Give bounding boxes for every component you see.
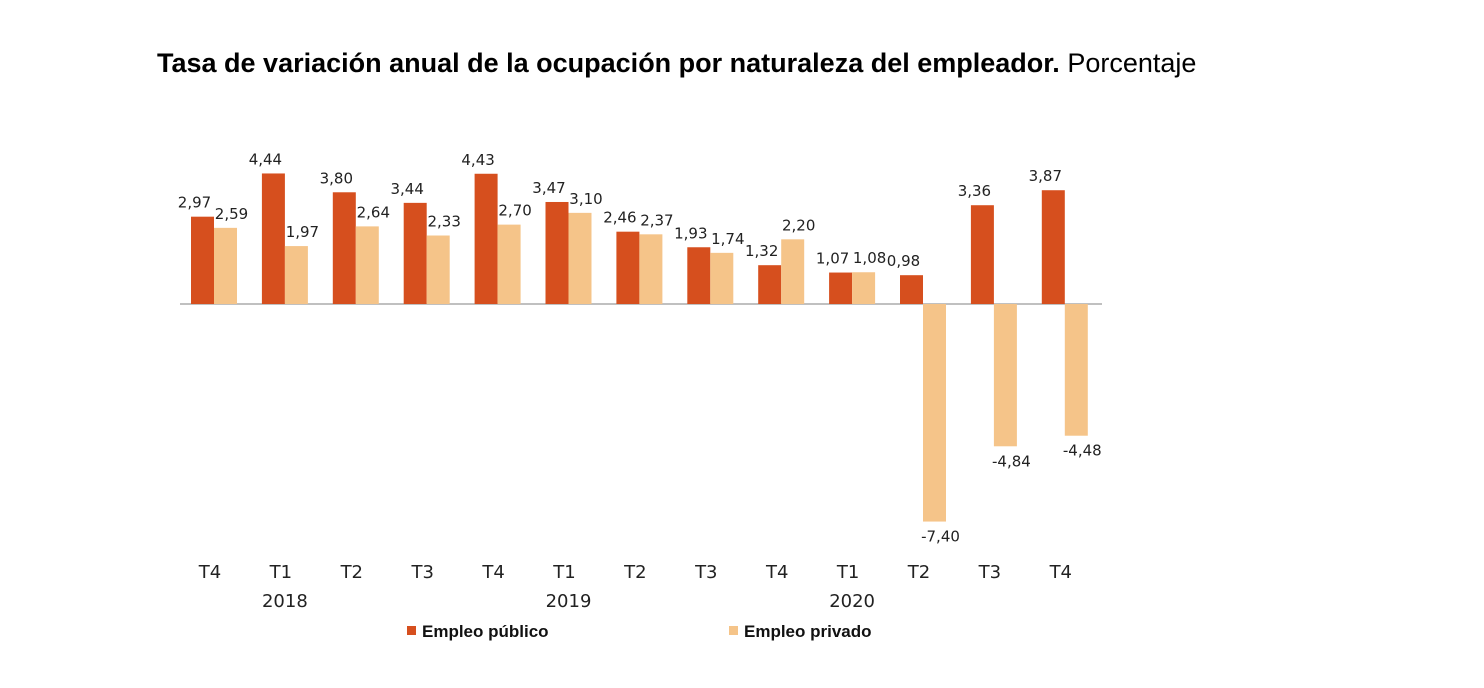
bar-empleo-publico-5 [545, 201, 569, 304]
category-label-9: T1 [836, 562, 859, 583]
legend-label-privado: Empleo privado [744, 622, 872, 641]
data-label-privado-3: 2,33 [427, 212, 460, 230]
category-label-6: T2 [623, 562, 646, 583]
category-label-12: T4 [1049, 562, 1072, 583]
category-label-4: T4 [481, 562, 504, 583]
bar-empleo-publico-0 [191, 216, 214, 304]
data-label-privado-8: 2,20 [782, 216, 815, 234]
category-label-2: T2 [340, 562, 363, 583]
chart-title: Tasa de variación anual de la ocupación … [157, 48, 1196, 79]
category-label-5: T1 [552, 562, 575, 583]
data-label-publico-0: 2,97 [178, 194, 211, 212]
bar-empleo-publico-8 [758, 265, 782, 304]
legend-label-publico: Empleo público [422, 622, 549, 641]
data-label-publico-4: 4,43 [461, 151, 494, 169]
data-label-publico-12: 3,87 [1029, 167, 1062, 185]
category-label-0: T4 [198, 562, 221, 583]
data-label-publico-3: 3,44 [390, 180, 423, 198]
bar-empleo-publico-9 [829, 272, 853, 304]
bar-empleo-privado-11 [993, 304, 1017, 447]
category-label-3: T3 [410, 562, 433, 583]
bar-empleo-privado-7 [710, 252, 734, 304]
data-label-privado-12: -4,48 [1063, 442, 1102, 460]
data-label-privado-2: 2,64 [357, 203, 390, 221]
bar-empleo-publico-6 [616, 231, 640, 304]
bar-empleo-privado-4 [497, 224, 521, 304]
bar-empleo-privado-0 [214, 227, 237, 304]
category-label-11: T3 [978, 562, 1001, 583]
data-label-publico-7: 1,93 [674, 224, 707, 242]
data-label-publico-1: 4,44 [249, 150, 282, 168]
data-label-privado-1: 1,97 [286, 223, 319, 241]
data-label-publico-6: 2,46 [603, 209, 636, 227]
year-label-2018: 2018 [262, 591, 308, 612]
data-label-publico-11: 3,36 [958, 182, 991, 200]
year-label-2019: 2019 [546, 591, 592, 612]
chart-title-main: Tasa de variación anual de la ocupación … [157, 48, 1060, 78]
bar-empleo-publico-4 [474, 173, 498, 304]
bar-empleo-privado-5 [568, 212, 592, 304]
data-label-publico-8: 1,32 [745, 242, 778, 260]
bar-empleo-privado-8 [781, 239, 805, 304]
legend-swatch-privado [729, 626, 738, 635]
bar-empleo-publico-10 [900, 275, 923, 304]
bar-empleo-privado-2 [355, 226, 379, 304]
data-label-privado-5: 3,10 [569, 190, 602, 208]
data-label-privado-10: -7,40 [921, 528, 960, 546]
bar-empleo-publico-11 [970, 205, 994, 304]
data-label-privado-4: 2,70 [498, 202, 531, 220]
data-label-privado-0: 2,59 [215, 205, 248, 223]
category-label-8: T4 [765, 562, 788, 583]
bar-empleo-privado-9 [852, 272, 876, 304]
data-label-privado-9: 1,08 [853, 249, 886, 267]
category-label-1: T1 [269, 562, 292, 583]
data-label-privado-6: 2,37 [640, 211, 673, 229]
bar-empleo-publico-1 [261, 173, 285, 304]
chart-subtitle: Porcentaje [1067, 48, 1197, 78]
bar-empleo-privado-1 [284, 246, 308, 304]
data-label-publico-2: 3,80 [320, 169, 353, 187]
legend-swatch-publico [407, 626, 416, 635]
data-label-privado-7: 1,74 [711, 230, 744, 248]
data-label-publico-5: 3,47 [532, 179, 565, 197]
bar-empleo-privado-6 [639, 234, 663, 304]
year-label-2020: 2020 [829, 591, 875, 612]
data-label-publico-10: 0,98 [887, 252, 920, 270]
bar-empleo-privado-12 [1064, 304, 1088, 436]
bar-empleo-privado-3 [426, 235, 450, 304]
data-label-publico-9: 1,07 [816, 250, 849, 268]
data-label-privado-11: -4,84 [992, 452, 1031, 470]
bar-empleo-privado-10 [923, 304, 946, 522]
bar-empleo-publico-3 [403, 202, 427, 304]
bar-empleo-publico-12 [1041, 190, 1065, 304]
bar-empleo-publico-7 [687, 247, 711, 304]
category-label-7: T3 [694, 562, 717, 583]
category-label-10: T2 [907, 562, 930, 583]
bar-empleo-publico-2 [332, 192, 356, 304]
